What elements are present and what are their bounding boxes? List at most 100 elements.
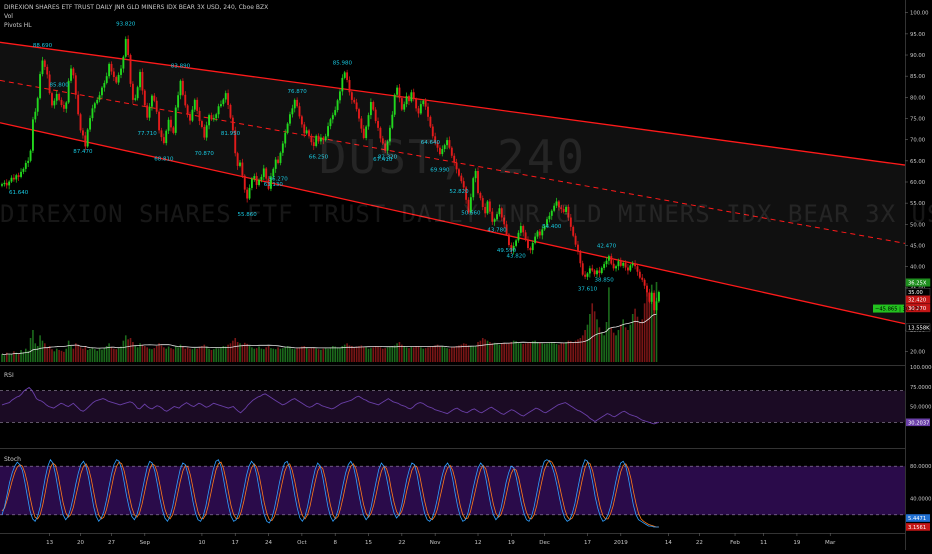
candle-body [189, 114, 191, 121]
candle-body [293, 99, 296, 109]
candle-body [510, 245, 513, 251]
candle-body [436, 142, 439, 148]
pivot-label: 43.820 [506, 254, 526, 260]
candle-body [536, 231, 539, 237]
volume-bar [94, 349, 96, 362]
price-axis-label: 45.00 [910, 243, 926, 249]
candle-body [279, 152, 282, 163]
volume-bar [20, 350, 22, 362]
candle-body [129, 55, 132, 84]
pivot-label: 38.850 [595, 277, 615, 283]
pivots-indicator-label[interactable]: Pivots HL [4, 22, 32, 29]
price-axis-label: 100.00 [910, 11, 929, 17]
volume-bar [527, 342, 529, 362]
candle-body [384, 143, 387, 151]
candle-body [438, 147, 441, 155]
candle-body [360, 118, 363, 129]
channel-fill [0, 42, 905, 324]
volume-bar [53, 351, 56, 362]
stoch-axis-label: 40.0000 [910, 497, 931, 503]
candle-body [598, 270, 601, 273]
volume-indicator-label[interactable]: Vol [4, 13, 13, 20]
last-price-badge-text: −45.865 | 30.270 [875, 307, 921, 313]
volume-bar [489, 342, 491, 362]
candle-body [212, 118, 215, 120]
volume-bar [115, 349, 118, 362]
volume-bar [624, 327, 627, 362]
candle-body [615, 266, 617, 269]
time-axis-label: 22 [696, 540, 703, 546]
candle-body [53, 100, 56, 106]
candle-body [353, 99, 356, 103]
volume-bar [572, 342, 574, 362]
channel-lower-line[interactable] [0, 122, 906, 325]
candle-body [334, 110, 337, 116]
pivot-label: 68.810 [154, 156, 174, 162]
candle-body [586, 273, 589, 277]
candle-body [619, 261, 622, 266]
rsi-pane-label[interactable]: RSI [4, 372, 14, 379]
price-axis-label: 75.00 [910, 117, 926, 123]
candle-body [103, 82, 106, 88]
pivot-label: 49.590 [497, 248, 517, 254]
volume-bar [232, 340, 234, 362]
volume-bar [22, 351, 25, 362]
pivot-label: 64.640 [421, 140, 441, 146]
pivot-label: 67.410 [373, 157, 393, 163]
candle-body [607, 256, 610, 261]
stoch-pane-label[interactable]: Stoch [4, 456, 21, 463]
volume-bar [189, 348, 191, 362]
pivot-label: 37.610 [578, 287, 598, 293]
candle-body [246, 189, 249, 199]
candle-body [8, 181, 11, 186]
pivot-label: 88.690 [33, 43, 53, 49]
volume-bar [484, 339, 486, 362]
volume-bar [455, 346, 458, 362]
price-axis-badge-text: 35.00 [908, 290, 923, 296]
last-price-badge[interactable] [873, 304, 904, 313]
volume-bar [5, 352, 8, 362]
channel-middle-line[interactable] [0, 79, 906, 244]
pivot-label: 76.870 [287, 89, 307, 95]
candle-body [465, 187, 468, 200]
volume-bar [515, 341, 517, 362]
pivot-label: 54.400 [542, 224, 562, 230]
candle-body [89, 118, 92, 130]
candle-body [272, 168, 275, 177]
volume-bar [55, 348, 58, 362]
candle-body [234, 130, 237, 154]
candle-body [12, 177, 15, 180]
volume-bar [103, 348, 106, 362]
candle-body [312, 142, 315, 147]
candle-body [329, 119, 332, 127]
candle-body [610, 256, 613, 264]
candle-body [170, 119, 172, 128]
candle-body [227, 93, 230, 105]
volume-bar [298, 347, 301, 362]
volume-bar [282, 348, 284, 362]
candle-body [339, 91, 341, 101]
candle-body [308, 130, 310, 137]
volume-bar [467, 345, 470, 362]
volume-bar [589, 314, 591, 362]
volume-bar [653, 292, 655, 362]
stoch-axis-label: 80.0000 [910, 464, 931, 470]
candle-body [117, 74, 120, 83]
pivot-label: 82.320 [378, 155, 398, 161]
pivot-label: 55.860 [238, 212, 258, 218]
candle-body [491, 211, 494, 222]
volume-bar [312, 347, 315, 362]
rsi-value-badge-text: 30.2037 [908, 420, 929, 426]
volume-bar [8, 354, 10, 362]
time-axis-label: 14 [665, 540, 672, 546]
volume-bar [184, 348, 187, 362]
candle-body [581, 263, 584, 275]
price-axis-label: 55.00 [910, 201, 926, 207]
channel-upper-line[interactable] [0, 41, 906, 166]
candle-body [605, 260, 608, 265]
volume-bar [91, 347, 94, 362]
volume-bar [213, 349, 215, 362]
volume-bar [386, 347, 389, 362]
